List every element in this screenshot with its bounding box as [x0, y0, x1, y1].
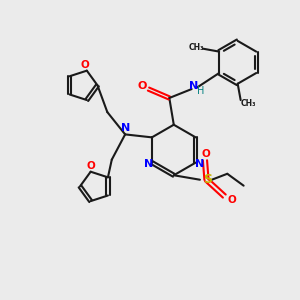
Text: O: O [201, 149, 210, 160]
Text: CH₃: CH₃ [240, 98, 256, 107]
Text: H: H [197, 86, 205, 96]
Text: O: O [81, 60, 90, 70]
Text: N: N [195, 159, 204, 169]
Text: O: O [86, 161, 95, 171]
Text: S: S [203, 173, 212, 186]
Text: N: N [121, 123, 130, 133]
Text: O: O [138, 81, 147, 91]
Text: O: O [227, 195, 236, 205]
Text: CH₃: CH₃ [189, 43, 205, 52]
Text: N: N [189, 80, 199, 91]
Text: N: N [144, 159, 153, 169]
